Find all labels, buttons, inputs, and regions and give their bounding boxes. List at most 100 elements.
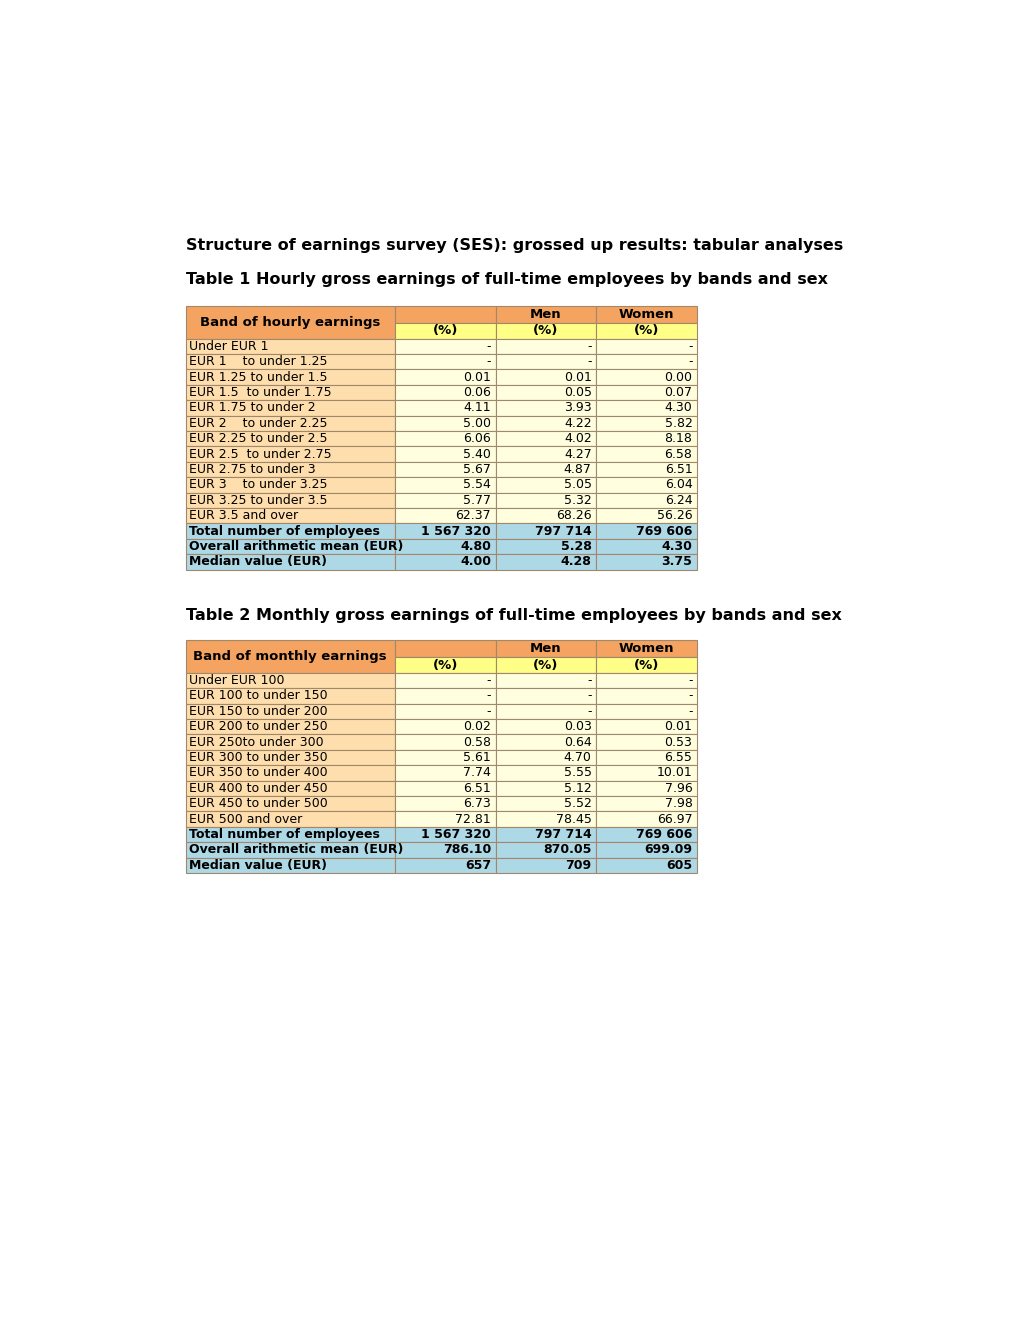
Bar (394, 826, 495, 842)
Text: 66.97: 66.97 (656, 813, 692, 825)
Text: Men: Men (530, 643, 561, 656)
Bar (394, 766, 495, 780)
Text: EUR 3    to under 3.25: EUR 3 to under 3.25 (190, 478, 328, 491)
Bar (596, 323, 696, 339)
Bar (185, 858, 394, 873)
Text: EUR 3.5 and over: EUR 3.5 and over (190, 510, 299, 523)
Text: (%): (%) (432, 325, 458, 338)
Bar (596, 796, 696, 812)
Text: 5.54: 5.54 (463, 478, 490, 491)
Text: 797 714: 797 714 (534, 524, 591, 537)
Text: -: - (486, 355, 490, 368)
Bar (596, 734, 696, 750)
Text: 0.00: 0.00 (663, 371, 692, 384)
Bar (394, 370, 495, 385)
Text: 0.02: 0.02 (463, 721, 490, 733)
Bar (596, 446, 696, 462)
Text: 0.06: 0.06 (463, 385, 490, 399)
Bar (185, 688, 394, 704)
Bar (596, 812, 696, 826)
Bar (495, 688, 596, 704)
Bar (596, 858, 696, 873)
Text: Total number of employees: Total number of employees (190, 524, 380, 537)
Bar (185, 640, 394, 673)
Text: 0.53: 0.53 (664, 735, 692, 748)
Text: 6.55: 6.55 (664, 751, 692, 764)
Bar (185, 432, 394, 446)
Bar (185, 339, 394, 354)
Text: 78.45: 78.45 (555, 813, 591, 825)
Text: 6.58: 6.58 (664, 447, 692, 461)
Text: (%): (%) (634, 325, 659, 338)
Bar (596, 657, 696, 673)
Text: -: - (587, 339, 591, 352)
Text: 6.04: 6.04 (664, 478, 692, 491)
Bar (185, 478, 394, 492)
Bar (596, 462, 696, 478)
Bar (596, 385, 696, 400)
Text: EUR 1    to under 1.25: EUR 1 to under 1.25 (190, 355, 328, 368)
Bar (185, 673, 394, 688)
Bar (394, 508, 495, 524)
Text: Women: Women (619, 308, 674, 321)
Text: 68.26: 68.26 (555, 510, 591, 523)
Bar (495, 478, 596, 492)
Bar (495, 812, 596, 826)
Bar (596, 416, 696, 430)
Text: 4.30: 4.30 (661, 540, 692, 553)
Bar (596, 339, 696, 354)
Text: 5.77: 5.77 (463, 494, 490, 507)
Text: Under EUR 1: Under EUR 1 (190, 339, 269, 352)
Text: EUR 250to under 300: EUR 250to under 300 (190, 735, 324, 748)
Bar (495, 354, 596, 370)
Bar (596, 704, 696, 719)
Bar (185, 719, 394, 734)
Bar (495, 462, 596, 478)
Text: -: - (587, 689, 591, 702)
Bar (185, 370, 394, 385)
Text: 7.96: 7.96 (664, 781, 692, 795)
Text: EUR 450 to under 500: EUR 450 to under 500 (190, 797, 328, 810)
Bar (596, 640, 696, 657)
Text: 0.58: 0.58 (463, 735, 490, 748)
Bar (185, 524, 394, 539)
Text: Median value (EUR): Median value (EUR) (190, 859, 327, 871)
Text: 6.51: 6.51 (463, 781, 490, 795)
Bar (495, 734, 596, 750)
Bar (185, 462, 394, 478)
Bar (495, 657, 596, 673)
Bar (495, 826, 596, 842)
Bar (394, 385, 495, 400)
Text: EUR 1.75 to under 2: EUR 1.75 to under 2 (190, 401, 316, 414)
Text: 797 714: 797 714 (534, 828, 591, 841)
Text: 8.18: 8.18 (664, 432, 692, 445)
Text: 4.80: 4.80 (460, 540, 490, 553)
Bar (394, 673, 495, 688)
Text: 0.01: 0.01 (564, 371, 591, 384)
Bar (185, 826, 394, 842)
Bar (495, 446, 596, 462)
Text: -: - (587, 355, 591, 368)
Text: -: - (687, 689, 692, 702)
Text: 5.40: 5.40 (463, 447, 490, 461)
Bar (596, 508, 696, 524)
Bar (596, 673, 696, 688)
Text: Women: Women (619, 643, 674, 656)
Bar (495, 385, 596, 400)
Bar (394, 432, 495, 446)
Bar (185, 554, 394, 570)
Bar (596, 766, 696, 780)
Text: 5.12: 5.12 (564, 781, 591, 795)
Text: 0.01: 0.01 (664, 721, 692, 733)
Text: 4.30: 4.30 (664, 401, 692, 414)
Bar (495, 704, 596, 719)
Text: EUR 100 to under 150: EUR 100 to under 150 (190, 689, 328, 702)
Bar (394, 812, 495, 826)
Text: (%): (%) (432, 659, 458, 672)
Bar (596, 539, 696, 554)
Bar (596, 492, 696, 508)
Text: EUR 200 to under 250: EUR 200 to under 250 (190, 721, 328, 733)
Text: 6.24: 6.24 (664, 494, 692, 507)
Text: EUR 1.25 to under 1.5: EUR 1.25 to under 1.5 (190, 371, 328, 384)
Text: Men: Men (530, 308, 561, 321)
